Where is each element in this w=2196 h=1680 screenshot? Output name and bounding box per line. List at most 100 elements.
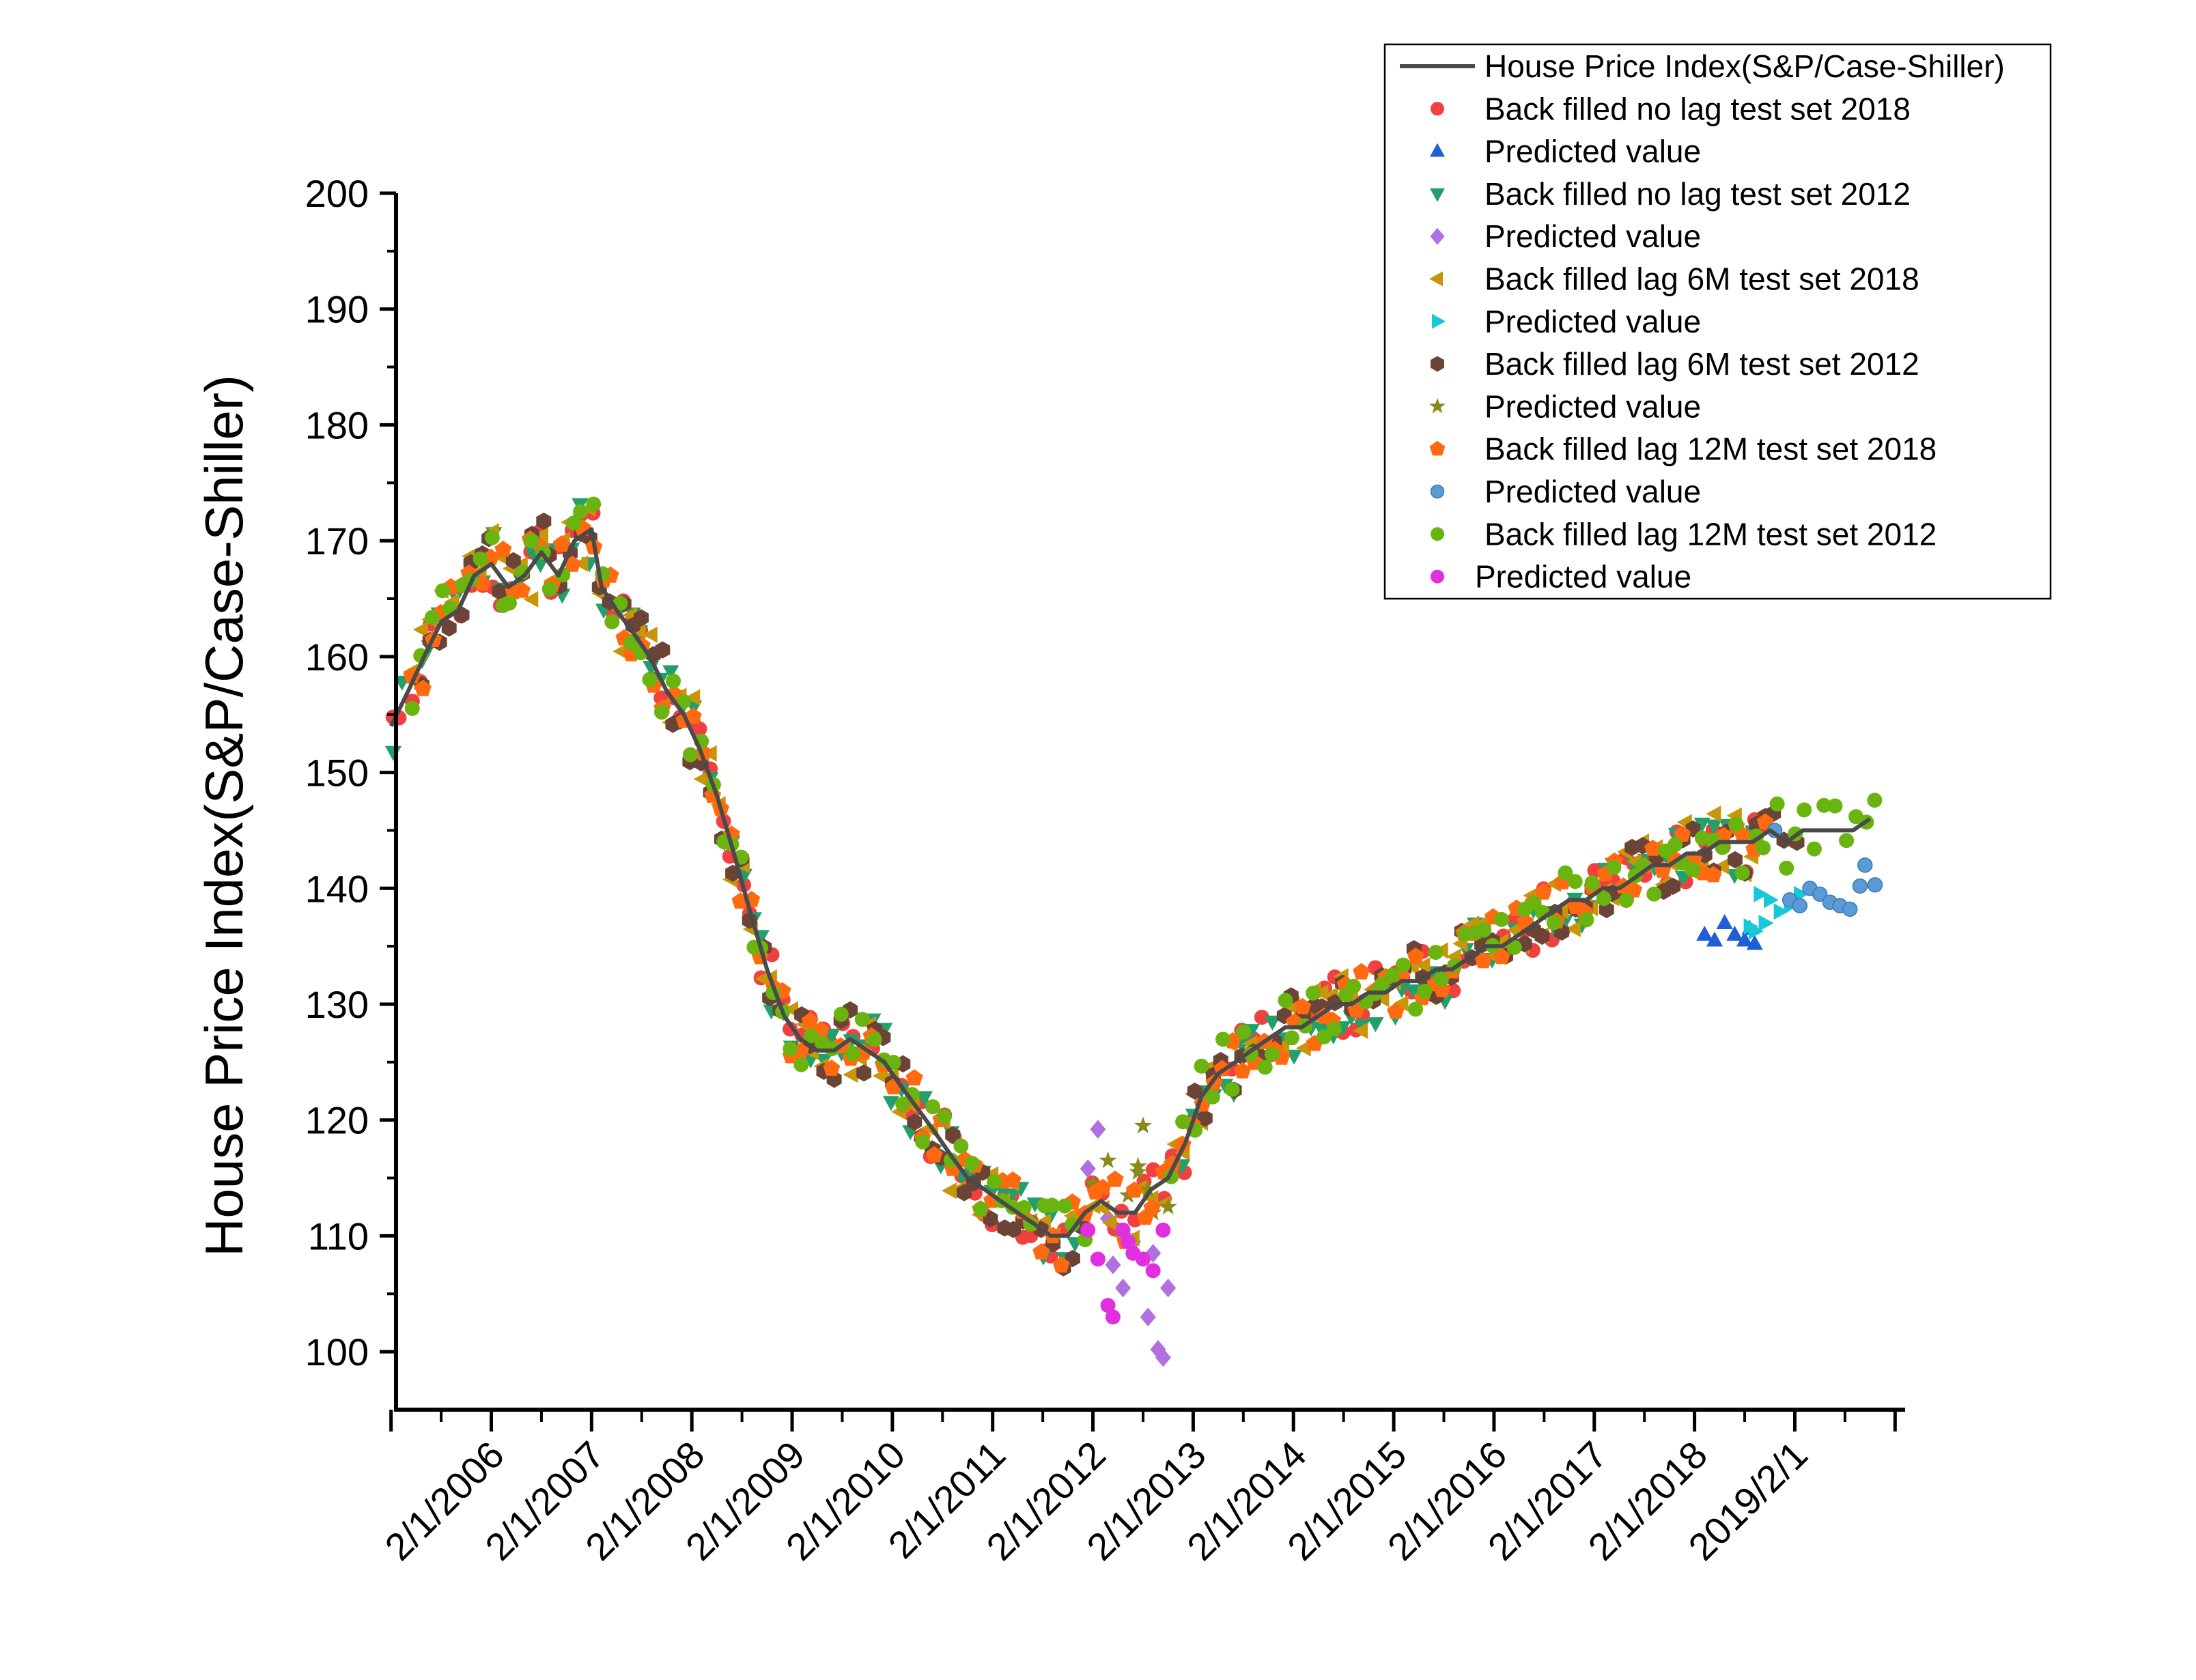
legend-swatch	[1430, 143, 1445, 157]
data-point	[536, 512, 552, 530]
legend-swatch	[1431, 356, 1444, 372]
legend-label: House Price Index(S&P/Case-Shiller)	[1484, 48, 2005, 84]
data-layer	[384, 496, 1883, 1367]
data-point	[856, 1064, 872, 1082]
data-point	[1100, 1298, 1116, 1313]
data-point	[1395, 957, 1411, 973]
data-point	[1159, 1197, 1177, 1215]
legend-swatch	[1430, 227, 1445, 245]
data-point	[1197, 1109, 1213, 1127]
legend-swatch	[1431, 527, 1444, 541]
data-point	[886, 1055, 901, 1070]
data-point	[1052, 1256, 1070, 1273]
data-point	[692, 721, 707, 737]
data-point	[613, 643, 628, 660]
data-point	[693, 771, 709, 788]
data-point	[833, 1006, 849, 1022]
legend-label: Back filled lag 6M test set 2012	[1484, 346, 1919, 382]
data-point	[1285, 1049, 1303, 1065]
data-point	[666, 673, 681, 689]
data-point	[1726, 926, 1743, 941]
data-point	[1779, 860, 1794, 876]
data-point	[524, 533, 539, 549]
data-point	[1313, 984, 1329, 1001]
legend-swatch	[1431, 102, 1444, 116]
data-point	[523, 590, 539, 608]
data-point	[983, 1210, 998, 1228]
data-point	[642, 672, 658, 687]
data-point	[925, 1145, 943, 1163]
y-tick-label: 100	[305, 1330, 369, 1373]
data-point	[1693, 817, 1711, 833]
data-point	[1665, 877, 1680, 895]
data-point	[1317, 1029, 1332, 1044]
data-point	[424, 610, 440, 625]
data-point	[1118, 1186, 1137, 1204]
data-point	[1716, 914, 1733, 929]
data-point	[1326, 1021, 1342, 1037]
data-point	[1004, 1171, 1022, 1188]
data-point	[682, 747, 698, 763]
y-tick-label: 190	[305, 288, 369, 331]
y-tick-label: 120	[305, 1099, 369, 1142]
data-point	[566, 515, 582, 531]
data-point	[1384, 967, 1400, 983]
data-point	[1852, 878, 1868, 894]
data-point	[414, 679, 432, 696]
y-tick-label: 180	[305, 403, 369, 446]
data-point	[1758, 915, 1774, 932]
data-point	[1713, 857, 1729, 874]
data-point	[854, 1012, 870, 1027]
data-point	[1215, 1031, 1231, 1047]
data-point	[1115, 1279, 1131, 1298]
data-point	[1393, 995, 1409, 1012]
data-point	[1493, 911, 1509, 927]
data-point	[573, 504, 589, 519]
data-point	[1346, 978, 1362, 994]
data-point	[801, 1012, 819, 1029]
data-point	[412, 621, 428, 638]
data-point	[941, 1182, 957, 1199]
data-point	[793, 1057, 809, 1072]
data-point	[936, 1109, 952, 1124]
data-point	[1254, 1010, 1269, 1025]
data-point	[1674, 825, 1691, 842]
data-point	[1457, 926, 1473, 942]
data-point	[563, 555, 581, 572]
data-point	[1812, 886, 1828, 902]
data-point	[953, 1138, 969, 1154]
data-point	[505, 552, 521, 569]
y-ticks: 100 110 120 130 140 150 160 170 180 190 200	[305, 172, 396, 1373]
data-point	[1493, 948, 1510, 965]
data-point	[1160, 1279, 1177, 1298]
data-point	[957, 1184, 972, 1201]
data-point	[604, 614, 620, 629]
y-tick-label: 170	[305, 519, 369, 563]
data-point	[676, 694, 692, 709]
axes	[394, 193, 1905, 1412]
data-point	[1816, 797, 1832, 813]
legend-label: Predicted value	[1484, 304, 1701, 339]
data-point	[501, 595, 517, 611]
data-point	[492, 582, 507, 601]
data-point	[1728, 816, 1744, 832]
data-point	[1135, 1251, 1151, 1267]
y-tick-label: 200	[305, 172, 369, 215]
data-point	[1294, 997, 1312, 1014]
data-point	[1374, 976, 1390, 992]
data-point	[1704, 866, 1722, 883]
y-tick-label: 110	[308, 1214, 369, 1257]
data-point	[1194, 1058, 1209, 1074]
data-point	[1080, 1159, 1096, 1178]
data-point	[916, 1091, 933, 1107]
data-point	[1764, 892, 1779, 909]
data-point	[1134, 1116, 1153, 1134]
data-point	[1145, 1263, 1161, 1279]
legend-label: Back filled lag 12M test set 2012	[1484, 516, 1937, 552]
data-point	[1106, 1170, 1124, 1187]
data-point	[973, 1201, 989, 1217]
data-point	[1728, 851, 1743, 869]
data-point	[1264, 1015, 1281, 1031]
data-point	[843, 1066, 858, 1083]
